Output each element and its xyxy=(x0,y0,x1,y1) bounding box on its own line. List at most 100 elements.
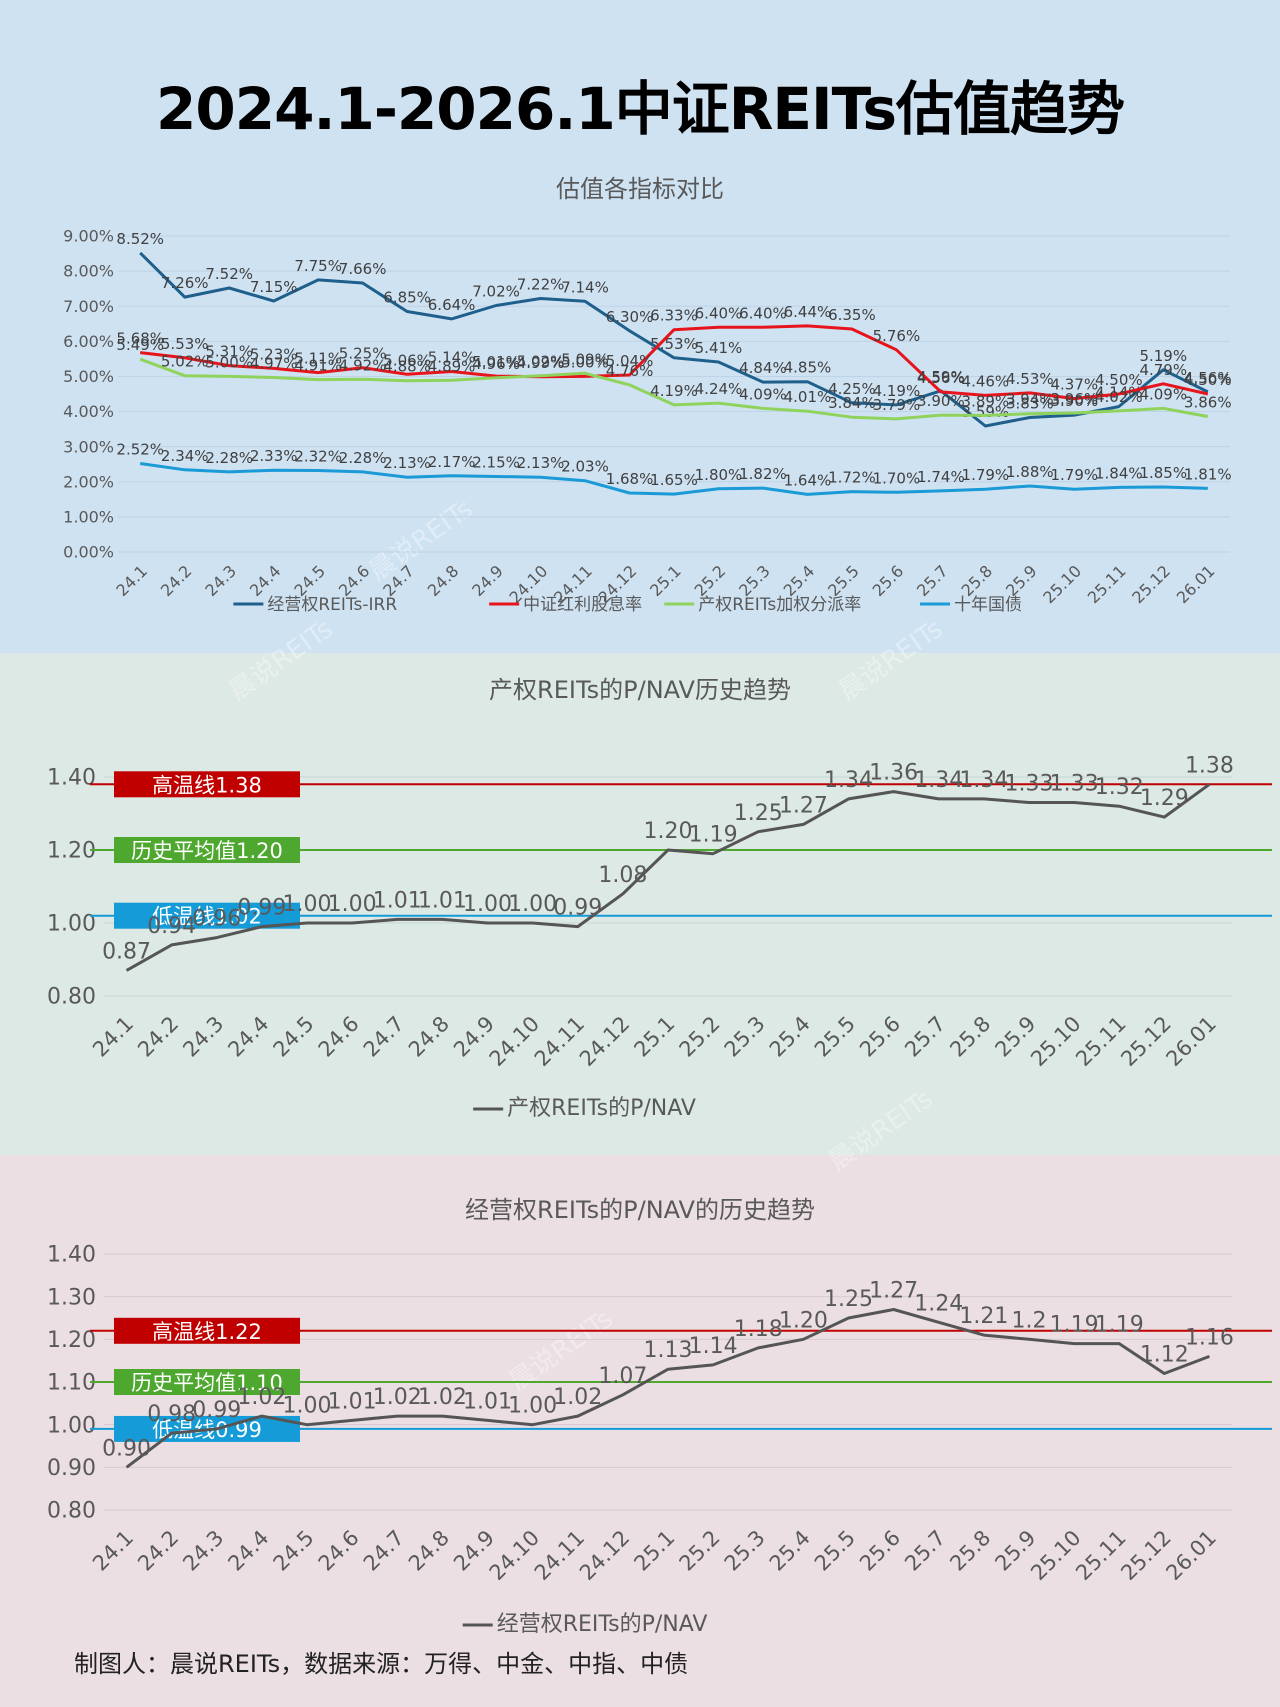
data-label: 0.94 xyxy=(147,914,196,939)
data-label: 4.91% xyxy=(294,357,342,375)
data-label: 5.49% xyxy=(116,336,164,354)
y-tick-label: 0.00% xyxy=(63,543,114,562)
y-tick-label: 9.00% xyxy=(63,227,114,246)
legend-label: 产权REITs加权分派率 xyxy=(698,595,861,615)
data-label: 3.79% xyxy=(873,396,921,414)
y-tick-label: 1.00 xyxy=(47,1413,96,1438)
x-tick-label: 25.6 xyxy=(869,561,908,600)
data-label: 1.12 xyxy=(1140,1342,1189,1367)
data-label: 0.99 xyxy=(237,896,286,921)
data-label: 1.80% xyxy=(695,466,743,484)
data-label: 1.07 xyxy=(598,1364,647,1389)
reference-label-box xyxy=(114,837,300,863)
x-tick-label: 25.5 xyxy=(810,1012,860,1062)
x-tick-label: 24.4 xyxy=(223,1012,273,1062)
y-tick-label: 2.00% xyxy=(63,472,114,491)
x-tick-label: 25.12 xyxy=(1116,1526,1175,1585)
data-label: 4.56% xyxy=(1184,369,1232,387)
x-tick-label: 25.10 xyxy=(1026,1012,1085,1071)
x-tick-label: 25.3 xyxy=(720,1526,770,1576)
chart-title: 经营权REITs的P/NAV的历史趋势 xyxy=(465,1196,815,1224)
page-title: 2024.1-2026.1中证REITs估值趋势 xyxy=(156,75,1125,143)
y-tick-label: 1.10 xyxy=(47,1371,96,1396)
data-label: 2.15% xyxy=(472,454,520,472)
data-label: 0.87 xyxy=(102,939,151,964)
data-label: 7.15% xyxy=(250,278,298,296)
data-label: 7.02% xyxy=(472,283,520,301)
data-label: 1.08 xyxy=(598,863,647,888)
data-label: 5.09% xyxy=(561,350,609,368)
x-tick-label: 24.8 xyxy=(424,561,463,600)
data-label: 7.14% xyxy=(561,278,609,296)
data-label: 5.00% xyxy=(205,353,253,371)
x-tick-label: 24.8 xyxy=(404,1526,454,1576)
x-tick-label: 25.1 xyxy=(629,1526,679,1576)
x-tick-label: 25.8 xyxy=(945,1012,995,1062)
data-label: 1.33 xyxy=(1004,772,1053,797)
data-label: 0.90 xyxy=(102,1436,151,1461)
y-tick-label: 1.20 xyxy=(47,1328,96,1353)
data-label: 1.01 xyxy=(463,1389,512,1414)
data-label: 2.13% xyxy=(517,454,565,472)
x-tick-label: 24.7 xyxy=(359,1526,409,1576)
y-tick-label: 0.90 xyxy=(47,1456,96,1481)
data-label: 4.92% xyxy=(339,356,387,374)
x-tick-label: 24.2 xyxy=(133,1012,183,1062)
data-label: 6.40% xyxy=(739,304,787,322)
data-label: 4.97% xyxy=(250,354,298,372)
data-label: 7.22% xyxy=(517,275,565,293)
data-label: 4.25% xyxy=(828,380,876,398)
data-label: 1.02 xyxy=(373,1385,422,1410)
data-label: 4.84% xyxy=(739,359,787,377)
data-label: 0.96 xyxy=(192,907,241,932)
data-label: 0.99 xyxy=(553,896,602,921)
data-label: 6.35% xyxy=(828,306,876,324)
data-label: 1.74% xyxy=(917,468,965,486)
data-label: 4.96% xyxy=(472,355,520,373)
x-tick-label: 24.1 xyxy=(88,1012,138,1062)
data-label: 3.96% xyxy=(1050,390,1098,408)
data-label: 2.52% xyxy=(116,441,164,459)
data-label: 1.27 xyxy=(869,1278,918,1303)
reference-label: 历史平均值1.10 xyxy=(131,1371,283,1395)
y-tick-label: 1.40 xyxy=(47,1243,96,1268)
x-tick-label: 25.5 xyxy=(810,1526,860,1576)
x-tick-label: 24.11 xyxy=(530,1526,589,1585)
data-label: 4.50% xyxy=(1095,371,1143,389)
y-tick-label: 1.00% xyxy=(63,507,114,526)
data-label: 1.68% xyxy=(606,470,654,488)
x-tick-label: 25.1 xyxy=(646,561,685,600)
data-label: 1.20 xyxy=(779,1308,828,1333)
data-label: 6.44% xyxy=(784,303,832,321)
data-label: 1.85% xyxy=(1139,464,1187,482)
data-label: 1.79% xyxy=(962,466,1010,484)
x-tick-label: 24.11 xyxy=(530,1012,589,1071)
x-tick-label: 24.2 xyxy=(133,1526,183,1576)
data-label: 4.53% xyxy=(1006,370,1054,388)
data-label: 0.99 xyxy=(192,1398,241,1423)
data-label: 1.00 xyxy=(283,892,332,917)
reference-label-box xyxy=(114,902,300,929)
x-tick-label: 25.3 xyxy=(720,1012,770,1062)
data-label: 1.01 xyxy=(328,1389,377,1414)
data-label: 1.01 xyxy=(373,888,422,913)
data-label: 1.88% xyxy=(1006,463,1054,481)
data-label: 6.64% xyxy=(428,296,476,314)
x-tick-label: 26.01 xyxy=(1173,561,1219,607)
x-tick-label: 26.01 xyxy=(1161,1012,1220,1071)
x-tick-label: 25.12 xyxy=(1116,1012,1175,1071)
data-label: 4.02% xyxy=(1095,388,1143,406)
data-label: 4.19% xyxy=(873,382,921,400)
data-label: 5.53% xyxy=(161,335,209,353)
data-label: 1.38 xyxy=(1185,753,1234,778)
reference-label-box xyxy=(114,1317,300,1344)
data-label: 5.06% xyxy=(383,351,431,369)
data-label: 4.46% xyxy=(962,372,1010,390)
data-label: 1.21 xyxy=(959,1304,1008,1329)
data-label: 3.89% xyxy=(962,392,1010,410)
property-pnav-chart: 产权REITs的P/NAV历史趋势 0.80 1.00 1.20 1.40 高温线1.38… xyxy=(47,676,1272,1121)
x-tick-label: 26.01 xyxy=(1161,1526,1220,1585)
data-label: 1.72% xyxy=(828,469,876,487)
x-tick-label: 25.6 xyxy=(855,1012,905,1062)
x-tick-label: 24.10 xyxy=(485,1526,544,1585)
